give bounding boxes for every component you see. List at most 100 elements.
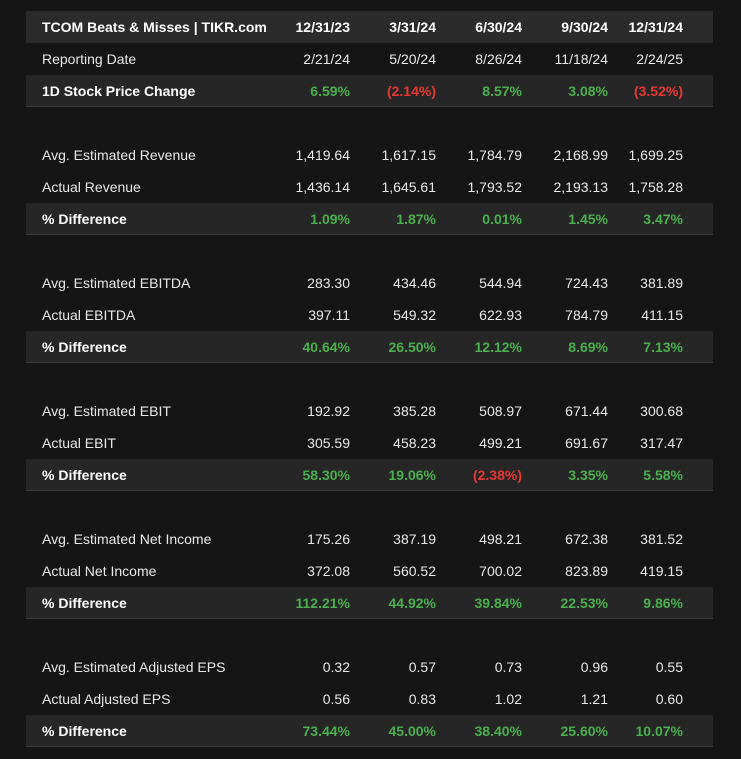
row-value: 0.57 [408,659,436,675]
row-value: 419.15 [640,563,683,579]
row-value: 1,645.61 [381,179,437,195]
row-value: 112.21% [295,594,351,611]
row-value: 397.11 [308,307,350,323]
row-value: 8/26/24 [475,51,522,67]
row-value: 3.47% [643,210,683,227]
row-value: 19.06% [388,466,436,483]
table-row-difference: % Difference 112.21% 44.92% 39.84% 22.53% 9.8… [26,587,713,619]
section-spacer [26,491,713,523]
row-label: Actual Net Income [42,563,157,579]
section-spacer [26,107,713,139]
row-label: Reporting Date [42,51,137,67]
table-body: Reporting Date 2/21/24 5/20/24 8/26/24 11/18… [26,43,713,747]
table-row-actual: Actual EBITDA 397.11 549.32 622.93 784.79 411… [26,299,713,331]
row-value: 823.89 [565,563,608,579]
row-label: % Difference [42,338,127,355]
row-value: 5/20/24 [389,51,436,67]
row-value: 6.59% [310,82,350,99]
row-value: 724.43 [565,275,608,291]
row-label: Avg. Estimated Net Income [42,531,212,547]
table-row-actual: Actual Net Income 372.08 560.52 700.02 823.8… [26,555,713,587]
row-value: 58.30% [302,466,350,483]
row-value: 0.01% [482,210,522,227]
section-spacer [26,363,713,395]
period-header: 12/31/23 [295,19,351,35]
beats-misses-table: TCOM Beats & Misses | TIKR.com 12/31/23 … [26,11,713,747]
row-value: 8.57% [482,82,522,99]
row-value: 1,699.25 [628,147,684,163]
row-value: 385.28 [393,403,436,419]
section-spacer [26,235,713,267]
table-row-reporting-date: Reporting Date 2/21/24 5/20/24 8/26/24 11/18… [26,43,713,75]
row-label: Actual EBIT [42,435,116,451]
row-value: 1,793.52 [467,179,523,195]
row-value: 499.21 [479,435,522,451]
row-value: 0.96 [580,659,608,675]
row-value: 45.00% [388,722,436,739]
row-label: Avg. Estimated EBITDA [42,275,191,291]
row-value: 192.92 [307,403,350,419]
row-value: 1,784.79 [467,147,523,163]
row-value: 508.97 [479,403,522,419]
row-value: 39.84% [474,594,522,611]
row-value: 8.69% [568,338,608,355]
table-row-difference: % Difference 58.30% 19.06% (2.38%) 3.35% 5.58… [26,459,713,491]
row-value: 1,436.14 [295,179,351,195]
row-value: 9.86% [643,594,683,611]
row-value: 5.58% [643,466,683,483]
row-value: 12.12% [474,338,522,355]
row-value: 544.94 [479,275,522,291]
row-value: 672.38 [565,531,608,547]
row-value: 305.59 [307,435,350,451]
row-value: 622.93 [479,307,522,323]
row-value: 26.50% [388,338,436,355]
row-value: 300.68 [640,403,683,419]
row-value: 458.23 [393,435,436,451]
row-value: 1,617.15 [381,147,437,163]
row-value: 498.21 [479,531,522,547]
row-value: 283.30 [307,275,350,291]
row-value: (3.52%) [633,82,683,99]
row-label: Actual Revenue [42,179,141,195]
table-title: TCOM Beats & Misses | TIKR.com [42,19,267,35]
table-row-actual: Actual Revenue 1,436.14 1,645.61 1,793.52 2,… [26,171,713,203]
table-row-estimated: Avg. Estimated EBITDA 283.30 434.46 544.94 7… [26,267,713,299]
row-label: % Difference [42,722,127,739]
row-value: (2.14%) [386,82,436,99]
row-value: 0.73 [494,659,522,675]
row-value: 0.32 [322,659,350,675]
period-header: 9/30/24 [561,19,608,35]
row-value: 691.67 [565,435,608,451]
table-row-estimated: Avg. Estimated EBIT 192.92 385.28 508.97 671… [26,395,713,427]
table-row-difference: % Difference 40.64% 26.50% 12.12% 8.69% 7.13% [26,331,713,363]
row-label: 1D Stock Price Change [42,82,196,99]
row-label: Actual Adjusted EPS [42,691,171,707]
row-value: 317.47 [640,435,683,451]
table-row-difference: % Difference 1.09% 1.87% 0.01% 1.45% 3.47% [26,203,713,235]
row-label: % Difference [42,210,127,227]
row-value: 0.83 [408,691,436,707]
row-value: 784.79 [565,307,608,323]
row-label: Avg. Estimated Revenue [42,147,196,163]
row-value: 549.32 [393,307,436,323]
row-value: 22.53% [560,594,608,611]
row-label: % Difference [42,594,127,611]
row-value: 44.92% [388,594,436,611]
table-row-actual: Actual EBIT 305.59 458.23 499.21 691.67 317.4… [26,427,713,459]
row-value: 372.08 [307,563,350,579]
row-value: 560.52 [393,563,436,579]
row-value: 25.60% [560,722,608,739]
row-value: 434.46 [393,275,436,291]
row-value: 1,419.64 [295,147,351,163]
row-value: 411.15 [641,307,683,323]
table-header-row: TCOM Beats & Misses | TIKR.com 12/31/23 … [26,11,713,43]
row-value: 381.89 [640,275,683,291]
row-value: (2.38%) [472,466,522,483]
row-value: 2/21/24 [303,51,350,67]
row-value: 381.52 [640,531,683,547]
row-label: Actual EBITDA [42,307,136,323]
table-row-actual: Actual Adjusted EPS 0.56 0.83 1.02 1.21 0.60 [26,683,713,715]
row-label: Avg. Estimated EBIT [42,403,171,419]
row-value: 1.87% [396,210,436,227]
section-spacer [26,619,713,651]
